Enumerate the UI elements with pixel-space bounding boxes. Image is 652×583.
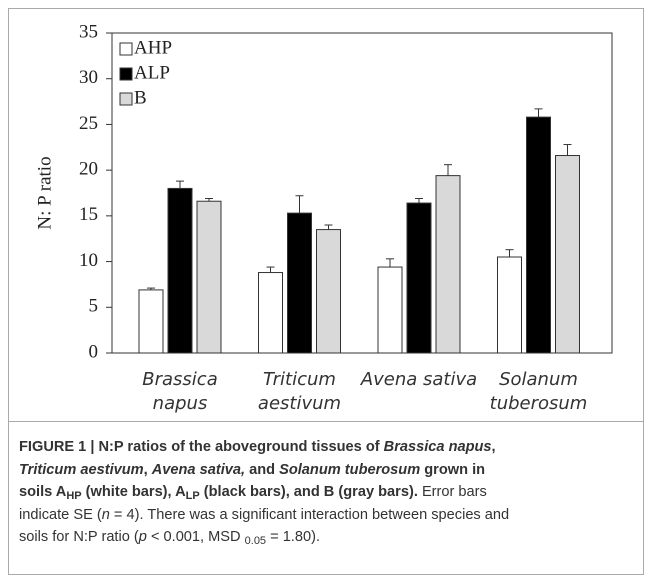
caption-text: indicate SE (	[19, 506, 102, 523]
y-tick-label: 25	[79, 113, 98, 134]
caption-text: = 4). There was a significant interactio…	[109, 506, 510, 523]
bar	[555, 155, 580, 354]
caption-text: Solanum tuberosum	[279, 461, 421, 478]
caption-text: Triticum aestivum	[19, 461, 144, 478]
caption-text: HP	[66, 490, 82, 502]
bar	[258, 272, 283, 354]
caption-text: (black bars), and B (gray bars).	[199, 484, 418, 500]
caption-text: < 0.001, MSD	[146, 529, 245, 545]
y-tick-label: 15	[79, 204, 98, 225]
bar	[138, 289, 164, 354]
bar	[526, 116, 551, 354]
caption-text: = 1.80).	[266, 529, 321, 545]
y-tick-label: 5	[89, 296, 99, 317]
caption-text: ,	[491, 439, 496, 455]
legend-swatch	[119, 67, 133, 81]
y-tick-label: 10	[79, 250, 98, 271]
bar	[287, 212, 312, 354]
caption-text: FIGURE 1 | N:P ratios of the aboveground…	[19, 439, 384, 455]
bar	[377, 266, 403, 354]
caption-line: FIGURE 1 | N:P ratios of the aboveground…	[19, 436, 509, 459]
bar	[196, 200, 222, 354]
caption-text: p	[138, 529, 147, 545]
caption-text: ,	[143, 461, 152, 478]
x-tick-label: Triticum	[263, 369, 336, 390]
caption-text: soils A	[19, 484, 67, 500]
legend-swatch	[119, 92, 133, 106]
x-tick-label: tuberosum	[490, 393, 588, 414]
caption-text: 0.05	[244, 535, 267, 547]
x-tick-label: Brassica	[142, 369, 217, 390]
caption-text: Brassica napus	[383, 439, 492, 455]
caption-text: (white bars), A	[81, 484, 186, 500]
legend-label: B	[134, 87, 147, 108]
caption-text: Avena sativa,	[151, 461, 246, 478]
bar	[435, 175, 461, 354]
bar	[316, 229, 341, 354]
x-tick-label: aestivum	[258, 393, 341, 414]
caption-text: LP	[185, 490, 200, 502]
y-tick-label: 20	[79, 159, 98, 180]
x-tick-label: Solanum	[499, 369, 578, 390]
bar	[406, 202, 432, 354]
caption: FIGURE 1 | N:P ratios of the aboveground…	[19, 436, 509, 549]
caption-text: Error bars	[417, 484, 487, 500]
caption-line: Triticum aestivum, Avena sativa, and Sol…	[19, 459, 509, 482]
caption-text: grown in	[420, 461, 486, 478]
caption-text: and	[245, 461, 280, 478]
y-tick-label: 30	[79, 67, 98, 88]
caption-text: n	[101, 506, 110, 523]
legend-swatch	[119, 42, 133, 56]
plot-frame	[111, 32, 613, 354]
caption-text: soils for N:P ratio (	[19, 529, 139, 545]
x-tick-label: Avena sativa	[360, 369, 477, 390]
y-tick-label: 0	[89, 341, 99, 362]
figure-border	[8, 8, 644, 575]
caption-line: soils AHP (white bars), ALP (black bars)…	[19, 481, 509, 504]
x-tick-label: napus	[153, 393, 208, 414]
bar	[497, 256, 522, 354]
caption-line: indicate SE (n = 4). There was a signifi…	[19, 504, 509, 527]
caption-line: soils for N:P ratio (p < 0.001, MSD 0.05…	[19, 526, 509, 549]
y-axis-label: N: P ratio	[34, 156, 55, 229]
y-tick-label: 35	[79, 21, 98, 42]
legend-label: ALP	[134, 62, 170, 83]
legend-label: AHP	[134, 37, 172, 58]
bar	[167, 187, 193, 354]
